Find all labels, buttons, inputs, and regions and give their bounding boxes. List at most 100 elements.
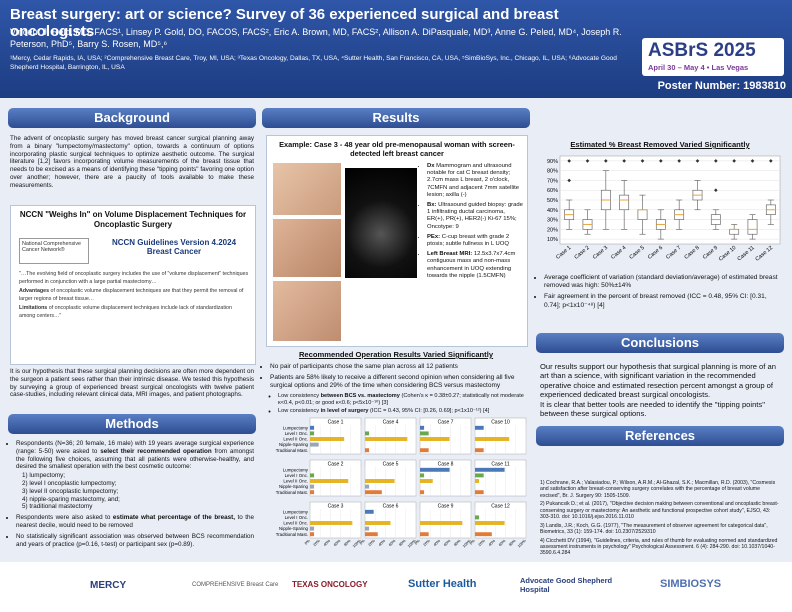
bar	[420, 437, 450, 441]
x-tick-label: 80%	[398, 538, 407, 547]
x-tick-label: Case 10	[718, 245, 738, 263]
flier	[714, 188, 718, 193]
y-tick-label: 50%	[547, 198, 558, 204]
x-tick-label: 100%	[517, 538, 527, 548]
bar	[310, 425, 315, 430]
chart-title: Case 6	[383, 504, 399, 510]
logo: TEXAS ONCOLOGY	[292, 580, 368, 589]
text: Respondents (N=36; 20 female, 16 male) w…	[16, 440, 254, 455]
chart-title: Case 4	[383, 420, 399, 426]
flier	[714, 159, 718, 163]
quote: of oncoplastic volume displacement techn…	[19, 287, 244, 303]
bar	[475, 425, 484, 430]
plot-area	[474, 417, 527, 455]
bar	[365, 484, 370, 489]
choice: 5) traditional mastectomy	[22, 503, 93, 511]
conference-dates: April 30 – May 4 • Las Vegas	[648, 63, 749, 72]
bar	[475, 521, 505, 525]
chart-title: Case 3	[328, 504, 344, 510]
plot-area	[364, 501, 417, 539]
y-tick-label: Nipple-Sparing	[279, 442, 309, 447]
y-tick-label: Level I Onc.	[285, 473, 308, 478]
bar	[475, 473, 484, 478]
quote: "…The evolving field of oncoplastic surg…	[19, 271, 249, 286]
chart-title: Estimated % Breast Removed Varied Signif…	[570, 140, 750, 149]
nccn-quotes: "…The evolving field of oncoplastic surg…	[19, 270, 249, 321]
y-tick-label: Lumpectomy	[283, 509, 309, 514]
quote: Limitations of oncoplastic volume displa…	[19, 304, 249, 321]
y-tick-label: 90%	[547, 159, 558, 165]
y-tick-label: Lumpectomy	[283, 425, 309, 430]
bar	[475, 532, 492, 537]
bullet: Respondents (N=36; 20 female, 16 male) w…	[16, 440, 254, 511]
section-header: Conclusions	[536, 333, 784, 353]
bullet: Low consistency between BCS vs. mastecto…	[278, 393, 528, 407]
affiliations: ¹Mercy, Cedar Rapids, IA, USA; ²Comprehe…	[10, 55, 617, 71]
reference-list: 1) Cochrane, R.A.; Valasiadou, P.; Wilso…	[540, 480, 782, 557]
x-tick-label: Case 3	[592, 245, 609, 261]
bullet: PEx: C-cup breast with grade 2 ptosis; s…	[427, 234, 523, 248]
subheading: Recommended Operation Results Varied Sig…	[298, 350, 494, 359]
y-tick-label: Traditional Mast.	[276, 448, 308, 453]
plot-area	[309, 417, 362, 455]
x-tick-label: 60%	[388, 538, 397, 547]
text: Respondents were also asked to	[16, 514, 111, 522]
y-tick-label: 20%	[547, 227, 558, 233]
bar	[310, 490, 315, 495]
x-tick-label: 80%	[508, 538, 517, 547]
text: Patients are 58% likely to receive a dif…	[270, 374, 515, 390]
chart-title: Case 12	[491, 504, 510, 510]
bar	[475, 490, 484, 495]
y-tick-label: 30%	[547, 218, 558, 224]
flier	[659, 159, 663, 163]
x-tick-label: 40%	[378, 538, 387, 547]
bullets: Average coefficient of variation (standa…	[536, 274, 782, 310]
case-details: Dx Mammogram and ultrasound notable for …	[419, 163, 523, 283]
case-title: Example: Case 3 - 48 year old pre-menopa…	[279, 140, 515, 159]
bullet: Left Breast MRI: 12.5x3.7x7.4cm contiguo…	[427, 251, 523, 280]
flier	[604, 159, 608, 163]
bullet: Average coefficient of variation (standa…	[544, 274, 782, 290]
conference-logo: ASBrS 2025 April 30 – May 4 • Las Vegas	[642, 38, 784, 76]
conclusion-text: It is clear that better tools are needed…	[540, 400, 765, 419]
text: (Cohen's κ = 0.38±0.27; statistically no…	[278, 393, 524, 407]
bullet: No pair of participants chose the same p…	[270, 363, 528, 371]
box	[619, 194, 630, 211]
nccn-logo-text: National Comprehensive Cancer Network®	[22, 241, 82, 253]
choice-list: 1) lumpectomy; 2) level I oncoplastic lu…	[16, 472, 254, 511]
section-header: Results	[262, 108, 530, 128]
y-tick-label: Level II Onc.	[283, 521, 308, 526]
y-tick-label: Level II Onc.	[283, 479, 308, 484]
nccn-box: NCCN "Weighs In" on Volume Displacement …	[10, 205, 256, 365]
bullet: Respondents were also asked to estimate …	[16, 514, 254, 530]
bar	[365, 437, 408, 441]
logo: SIMBIOSYS	[660, 578, 722, 590]
x-tick-label: 20%	[313, 538, 322, 547]
nccn-version: NCCN Guidelines Version 4.2024 Breast Ca…	[111, 238, 237, 256]
bullet: Low consistency in level of surgery (ICC…	[278, 408, 528, 415]
plot-area	[419, 417, 472, 455]
section-header: References	[536, 426, 784, 446]
y-tick-label: 40%	[547, 208, 558, 214]
x-tick-label: 100%	[407, 538, 417, 548]
y-tick-label: Nipple-Sparing	[279, 484, 309, 489]
bar	[365, 521, 391, 525]
y-tick-label: Lumpectomy	[283, 467, 309, 472]
text: 12.5x3.7x7.4cm contiguous mass and non-m…	[427, 251, 516, 279]
x-tick-label: 20%	[423, 538, 432, 547]
bar	[365, 509, 374, 514]
bar	[420, 467, 450, 472]
flier	[567, 159, 571, 163]
box	[729, 229, 740, 235]
bar	[310, 479, 349, 483]
chart-title: Case 9	[438, 504, 454, 510]
x-tick-label: 0%	[304, 538, 311, 545]
plot-area	[364, 459, 417, 497]
choice: 4) nipple-sparing mastectomy, and;	[22, 495, 120, 503]
y-tick-label: Traditional Mast.	[276, 532, 308, 537]
bar	[420, 448, 429, 453]
x-tick-label: 40%	[488, 538, 497, 547]
bar	[420, 490, 425, 495]
bar	[365, 532, 378, 537]
